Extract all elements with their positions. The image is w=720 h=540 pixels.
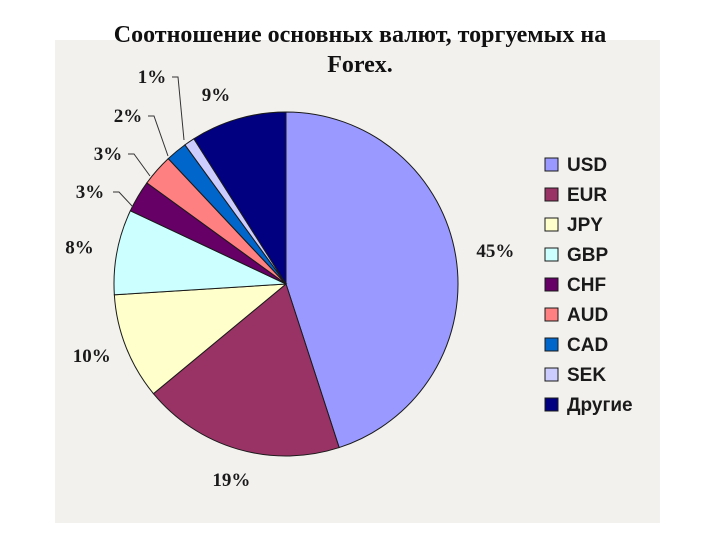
legend-label-cad: CAD xyxy=(567,335,608,356)
legend-swatch-eur xyxy=(544,187,559,202)
legend-label-other-8: Другие xyxy=(567,395,633,416)
pie-slice-usd xyxy=(285,111,459,449)
legend: USD EUR JPY GBP CHF AUD CAD SEK Другие xyxy=(544,155,633,416)
data-label-cad: 2% xyxy=(114,106,143,127)
pie-slice-eur xyxy=(152,283,340,457)
legend-swatch-gbp xyxy=(544,247,559,262)
data-label-usd: 45% xyxy=(476,241,514,262)
legend-swatch-sek xyxy=(544,367,559,382)
data-label-chf: 3% xyxy=(76,182,105,203)
legend-label-aud: AUD xyxy=(567,305,608,326)
leader-line-sek xyxy=(172,76,185,141)
pie-slices xyxy=(113,111,459,457)
legend-swatch-cad xyxy=(544,337,559,352)
legend-label-gbp: GBP xyxy=(567,245,609,266)
legend-label-usd: USD xyxy=(567,155,607,176)
chart-title: Соотношение основных валют, торгуемых на… xyxy=(0,20,720,80)
legend-swatch-other-8 xyxy=(544,397,559,412)
leader-line-cad xyxy=(148,115,169,157)
data-label-sek: 1% xyxy=(138,67,167,88)
legend-swatch-jpy xyxy=(544,217,559,232)
pie-slice-other-8 xyxy=(193,111,287,286)
data-labels: 45% 19% 10% 8% 3% 3% 2% 1% 9% xyxy=(65,67,514,491)
data-label-eur: 19% xyxy=(212,470,250,491)
legend-label-jpy: JPY xyxy=(567,215,603,236)
data-label-gbp: 8% xyxy=(65,237,94,258)
chart-title-line-1: Соотношение основных валют, торгуемых на xyxy=(113,22,607,48)
legend-label-sek: SEK xyxy=(567,365,606,386)
leader-line-aud xyxy=(128,153,151,177)
legend-label-eur: EUR xyxy=(567,185,607,206)
legend-swatch-chf xyxy=(544,277,559,292)
chart-title-line-2: Forex. xyxy=(327,52,393,78)
data-label-jpy: 10% xyxy=(73,346,111,367)
data-label-other-8: 9% xyxy=(202,85,231,106)
leader-lines xyxy=(113,76,185,208)
pie-slice-jpy xyxy=(113,283,288,395)
data-label-aud: 3% xyxy=(94,144,123,165)
legend-swatch-aud xyxy=(544,307,559,322)
legend-label-chf: CHF xyxy=(567,275,606,296)
leader-line-chf xyxy=(113,191,134,208)
legend-swatch-usd xyxy=(544,157,559,172)
